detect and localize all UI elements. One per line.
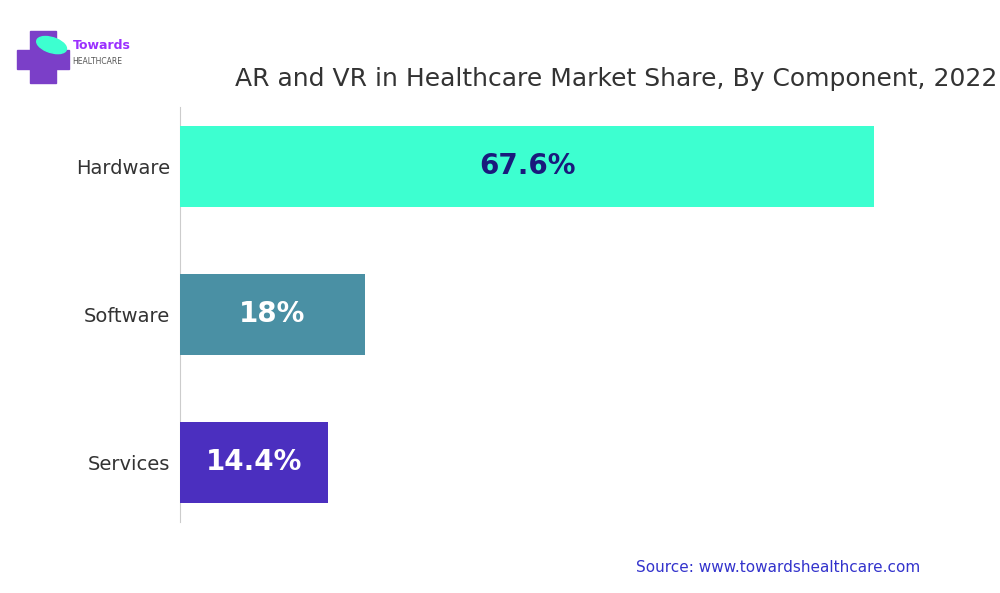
Bar [16,50,68,69]
Bar [180,126,874,207]
Text: 18%: 18% [239,300,306,329]
Title: AR and VR in Healthcare Market Share, By Component, 2022 (%): AR and VR in Healthcare Market Share, By… [235,67,1000,91]
Bar [180,273,365,355]
Text: 14.4%: 14.4% [206,448,302,476]
Text: HEALTHCARE: HEALTHCARE [72,57,122,66]
Text: Towards: Towards [72,39,130,52]
Text: Source: www.towardshealthcare.com: Source: www.towardshealthcare.com [636,560,920,575]
Bar [30,31,56,83]
Ellipse shape [37,37,66,53]
Bar [180,422,328,503]
Text: 67.6%: 67.6% [479,152,575,180]
